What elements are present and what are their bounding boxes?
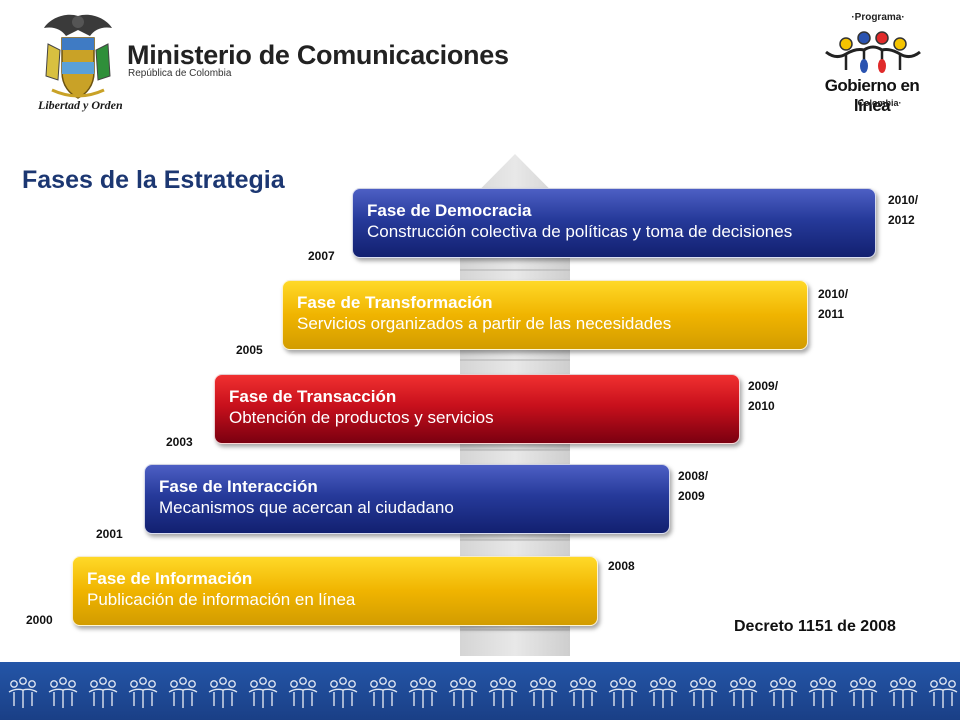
program-name: Gobierno en línea: [824, 76, 920, 115]
footer-band: [0, 662, 960, 720]
phase-end-year: 2008: [608, 559, 635, 573]
phase-name: Fase de Información: [87, 569, 253, 588]
page-title: Fases de la Estrategia: [22, 166, 285, 194]
phase-description: Mecanismos que acercan al ciudadano: [159, 498, 454, 517]
phase-name: Fase de Transacción: [229, 387, 397, 406]
people-pattern-icon: [8, 677, 958, 709]
phase-start-year: 2005: [236, 343, 263, 357]
phase-end-year: 2010/ 2011: [818, 287, 849, 321]
phase-end-year: 2010/ 2012: [888, 193, 919, 227]
phase-start-year: 2000: [26, 613, 53, 627]
phase-end-year: 2009/ 2010: [748, 379, 779, 413]
ministry-subtitle: República de Colombia: [128, 68, 232, 79]
phase-name: Fase de Transformación: [297, 293, 493, 312]
ministry-name: Ministerio de Comunicaciones: [127, 40, 509, 70]
phase-description: Obtención de productos y servicios: [229, 408, 494, 427]
phase-end-year: 2008/ 2009: [678, 469, 709, 503]
colombia-crest-icon: [44, 14, 112, 99]
crest-motto: Libertad y Orden: [38, 98, 123, 112]
phase-interaccion: Fase de Interacción Mecanismos que acerc…: [144, 464, 670, 534]
phase-description: Publicación de información en línea: [87, 590, 356, 609]
phase-name: Fase de Democracia: [367, 201, 532, 220]
gobierno-en-linea-logo-icon: [825, 31, 921, 73]
phase-democracia: Fase de Democracia Construcción colectiv…: [352, 188, 876, 258]
phase-informacion: Fase de Información Publicación de infor…: [72, 556, 598, 626]
program-country: ·Colombia·: [854, 98, 902, 108]
phase-name: Fase de Interacción: [159, 477, 318, 496]
phase-transaccion: Fase de Transacción Obtención de product…: [214, 374, 740, 444]
phase-transformacion: Fase de Transformación Servicios organiz…: [282, 280, 808, 350]
program-label: ·Programa·: [851, 12, 905, 23]
phase-description: Construcción colectiva de políticas y to…: [367, 222, 793, 241]
phase-start-year: 2001: [96, 527, 123, 541]
phase-description: Servicios organizados a partir de las ne…: [297, 314, 672, 333]
phase-start-year: 2007: [308, 249, 335, 263]
phase-start-year: 2003: [166, 435, 193, 449]
decree-label: Decreto 1151 de 2008: [734, 618, 896, 635]
